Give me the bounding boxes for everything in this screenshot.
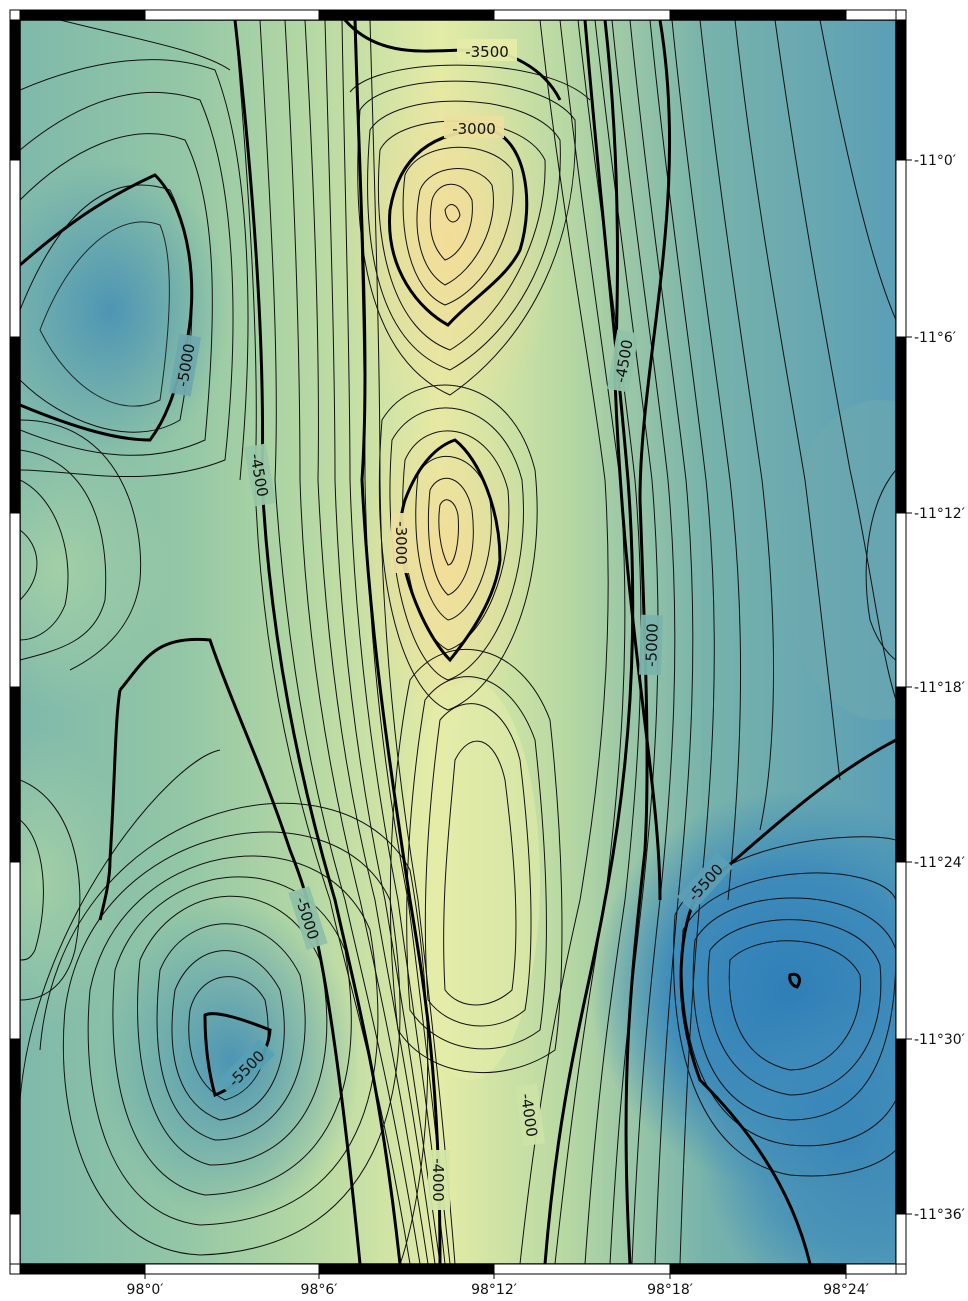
frame-segment	[9, 1213, 21, 1265]
longitude-tick-label: 98°0′	[127, 1282, 164, 1297]
frame-segment	[895, 9, 907, 21]
frame-segment	[895, 336, 907, 514]
latitude-tick-label: -11°24′	[914, 855, 965, 871]
frame-segment	[9, 159, 21, 338]
frame-segment	[845, 1263, 897, 1275]
frame-segment	[895, 686, 907, 863]
contour-label: -3000	[452, 120, 496, 138]
frame-segment	[669, 1263, 847, 1275]
frame-segment	[895, 19, 907, 161]
index-contours	[20, 20, 896, 1264]
contour-label: -4000	[517, 1092, 541, 1138]
frame-segment	[19, 1263, 146, 1275]
frame-segment	[9, 512, 21, 688]
longitude-tick-label: 98°6′	[301, 1282, 338, 1297]
frame-segment	[9, 686, 21, 863]
latitude-tick-label: -11°36′	[914, 1207, 965, 1223]
frame-segment	[493, 1263, 671, 1275]
frame-segment	[895, 1038, 907, 1215]
longitude-axis: 98°0′ 98°6′ 98°12′ 98°18′ 98°24′	[127, 1274, 869, 1298]
latitude-tick-label: -11°12′	[914, 506, 965, 522]
frame-segment	[144, 1263, 320, 1275]
frame-segment	[9, 336, 21, 514]
frame-segment	[19, 9, 146, 21]
frame-segment	[318, 9, 495, 21]
contour-label: -5000	[642, 623, 662, 667]
latitude-tick-label: -11°30′	[914, 1032, 965, 1048]
frame-segment	[895, 861, 907, 1040]
frame-segment	[493, 9, 671, 21]
frame-segment	[9, 19, 21, 161]
frame-segment	[895, 159, 907, 338]
contour-label: -3500	[465, 43, 509, 61]
frame-segment	[9, 861, 21, 1040]
frame-segment	[9, 9, 21, 21]
latitude-tick-label: -11°18′	[914, 680, 965, 696]
longitude-tick-label: 98°18′	[647, 1282, 693, 1297]
frame-segment	[895, 512, 907, 688]
frame-segment	[845, 9, 897, 21]
frame-segment	[318, 1263, 495, 1275]
frame-segment	[895, 1263, 907, 1275]
longitude-tick-label: 98°12′	[471, 1282, 517, 1297]
frame-segment	[9, 1263, 21, 1275]
latitude-tick-label: -11°0′	[914, 153, 956, 169]
map-frame	[9, 9, 907, 1275]
depth-shading	[20, 20, 896, 1264]
latitude-axis: -11°0′ -11°6′ -11°12′ -11°18′ -11°24′ -11°30′…	[906, 153, 965, 1223]
contour-label: -3000	[392, 521, 410, 565]
frame-segment	[895, 1213, 907, 1265]
latitude-tick-label: -11°6′	[914, 330, 956, 346]
frame-segment	[669, 9, 847, 21]
frame-segment	[9, 1038, 21, 1215]
frame-segment	[144, 9, 320, 21]
longitude-tick-label: 98°24′	[823, 1282, 869, 1297]
contour-label: -4000	[429, 1158, 447, 1202]
